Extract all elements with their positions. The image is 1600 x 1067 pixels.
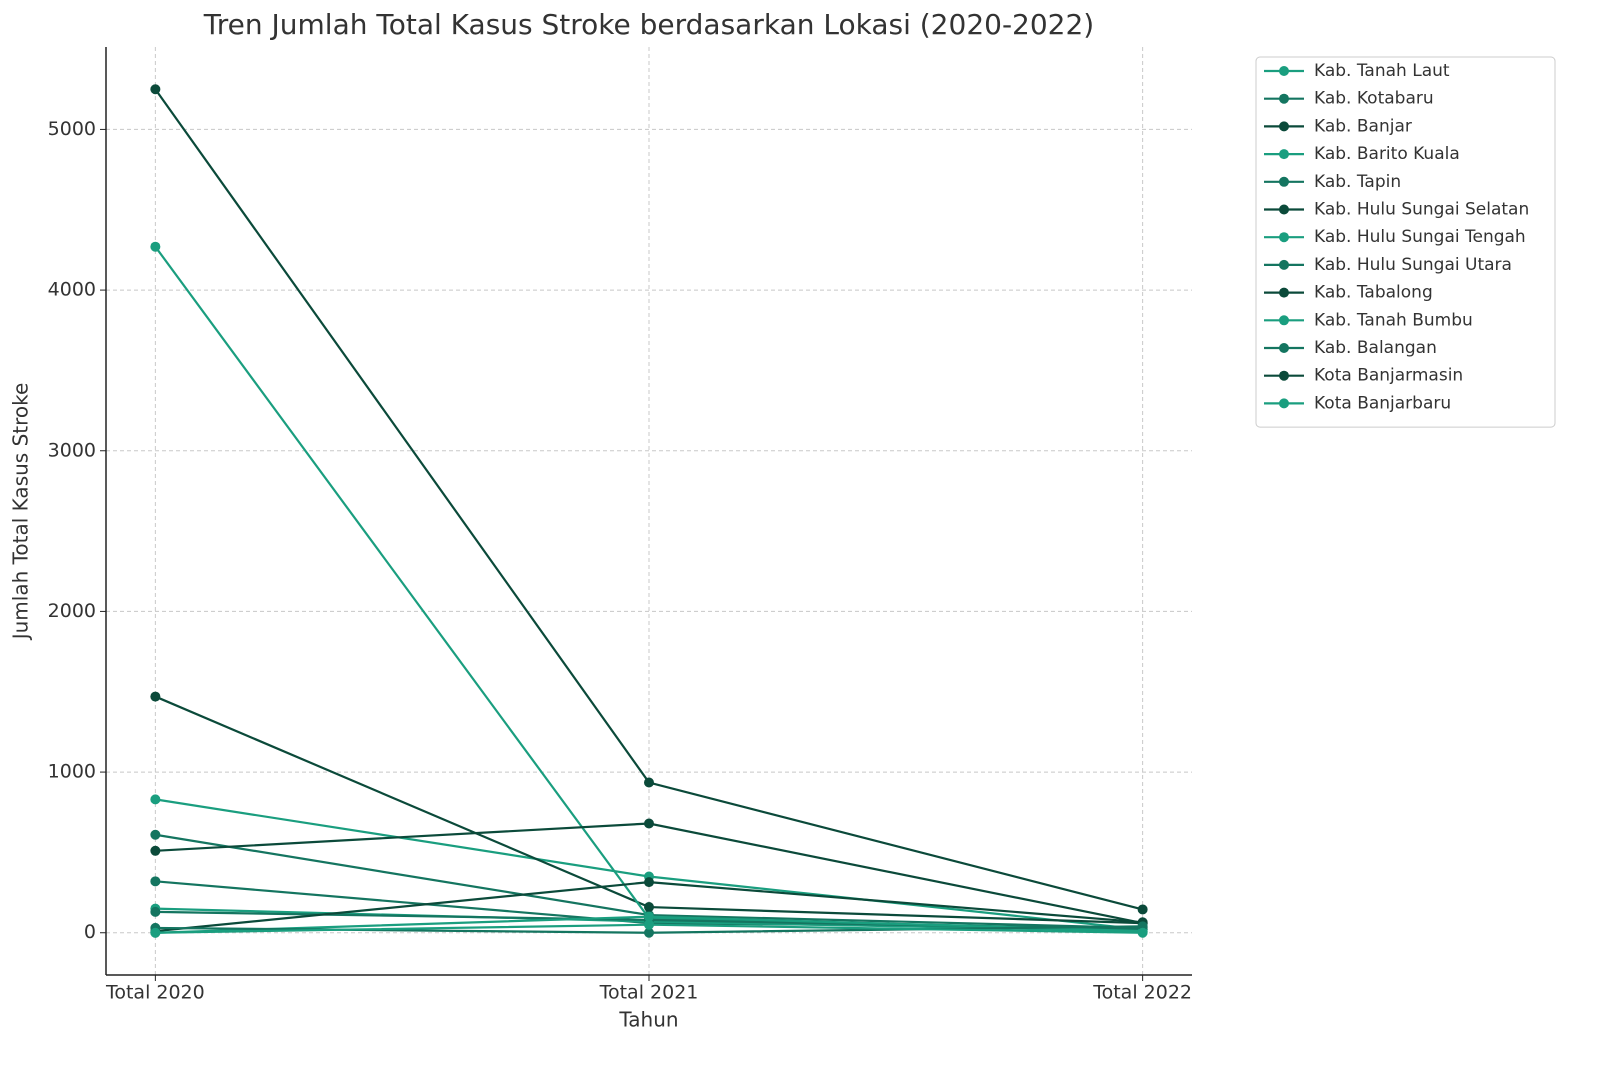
data-point: [644, 877, 654, 888]
y-tick-label: 5000: [48, 118, 96, 140]
legend-marker: [1279, 121, 1289, 132]
chart-title: Tren Jumlah Total Kasus Stroke berdasark…: [203, 8, 1094, 41]
legend-marker: [1279, 287, 1289, 298]
y-tick-label: 1000: [48, 761, 96, 783]
legend-marker: [1279, 204, 1289, 215]
legend-marker: [1279, 315, 1289, 326]
legend-label: Kota Banjarbaru: [1314, 393, 1451, 413]
y-tick-label: 3000: [48, 439, 96, 461]
x-tick-label: Total 2020: [105, 982, 205, 1004]
data-point: [644, 777, 654, 788]
legend-label: Kab. Hulu Sungai Tengah: [1314, 227, 1526, 247]
data-point: [1137, 904, 1148, 915]
legend-label: Kab. Tabalong: [1314, 283, 1433, 303]
y-tick-label: 2000: [48, 600, 96, 622]
legend-marker: [1279, 66, 1289, 76]
legend-label: Kab. Hulu Sungai Utara: [1314, 255, 1512, 275]
legend-marker: [1279, 176, 1289, 187]
data-point: [150, 876, 161, 887]
data-point: [150, 691, 161, 702]
x-axis-label: Tahun: [618, 1008, 678, 1032]
y-axis-label: Jumlah Total Kasus Stroke: [9, 383, 33, 642]
legend: Kab. Tanah Laut Kab. Kotabaru Kab. Banjar K…: [1255, 56, 1556, 428]
data-point: [644, 927, 654, 938]
legend-label: Kab. Hulu Sungai Selatan: [1314, 200, 1529, 220]
legend-box: [1255, 56, 1556, 428]
data-point: [644, 911, 654, 922]
legend-marker: [1279, 259, 1289, 270]
data-point: [150, 794, 161, 805]
legend-marker: [1279, 343, 1289, 353]
x-tick-label: Total 2022: [1092, 982, 1192, 1004]
data-point: [150, 241, 161, 252]
data-point: [150, 84, 161, 95]
data-point: [644, 919, 654, 930]
legend-label: Kab. Banjar: [1314, 116, 1412, 136]
y-tick-label: 4000: [48, 279, 96, 301]
legend-label: Kab. Tanah Laut: [1314, 61, 1450, 81]
legend-label: Kab. Tanah Bumbu: [1314, 310, 1473, 330]
data-point: [150, 927, 161, 938]
legend-marker: [1279, 232, 1289, 243]
y-tick-label: 0: [84, 921, 96, 943]
data-point: [1137, 927, 1148, 938]
legend-marker: [1279, 398, 1289, 409]
legend-label: Kab. Kotabaru: [1314, 89, 1434, 109]
data-point: [644, 902, 654, 913]
legend-label: Kab. Barito Kuala: [1314, 144, 1460, 164]
data-point: [150, 906, 161, 917]
legend-marker: [1279, 149, 1289, 160]
data-point: [150, 829, 161, 840]
legend-label: Kab. Balangan: [1314, 338, 1437, 358]
legend-marker: [1279, 93, 1289, 104]
data-point: [644, 818, 654, 829]
data-point: [150, 845, 161, 856]
legend-label: Kab. Tapin: [1314, 172, 1401, 192]
legend-marker: [1279, 370, 1289, 381]
legend-label: Kota Banjarmasin: [1314, 366, 1463, 386]
x-tick-label: Total 2021: [599, 982, 699, 1004]
